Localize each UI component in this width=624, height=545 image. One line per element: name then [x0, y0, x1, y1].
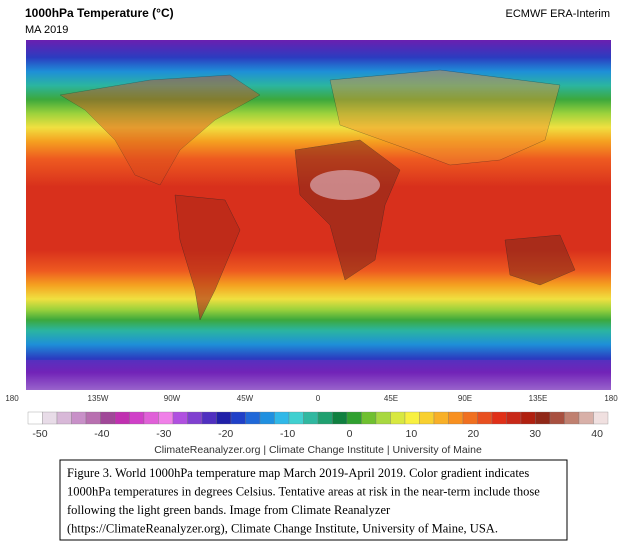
colorbar-swatch — [404, 411, 420, 425]
colorbar-swatch — [332, 411, 348, 425]
colorbar-swatch — [216, 411, 232, 425]
lon-label: 90W — [164, 394, 181, 403]
colorbar-swatch — [56, 411, 72, 425]
colorbar-swatch — [201, 411, 217, 425]
source: ECMWF ERA-Interim — [506, 8, 611, 20]
caption-line: (https://ClimateReanalyzer.org), Climate… — [67, 522, 498, 536]
colorbar-swatch — [42, 411, 58, 425]
map — [26, 40, 611, 390]
lon-label: 135E — [529, 394, 548, 403]
colorbar-swatch — [259, 411, 275, 425]
colorbar-swatch — [187, 411, 203, 425]
lon-label: 180 — [5, 394, 19, 403]
colorbar-tick-label: 20 — [467, 428, 479, 440]
caption-line: following the light green bands. Image f… — [67, 503, 391, 517]
colorbar-swatch — [85, 411, 101, 425]
colorbar-swatch — [27, 411, 43, 425]
colorbar-swatch — [462, 411, 478, 425]
colorbar-swatch — [71, 411, 87, 425]
caption-box — [59, 459, 568, 541]
colorbar-swatch — [593, 411, 609, 425]
colorbar-swatch — [317, 411, 333, 425]
colorbar-swatch — [230, 411, 246, 425]
lon-label: 135W — [88, 394, 109, 403]
colorbar-swatch — [419, 411, 435, 425]
colorbar-swatch — [158, 411, 174, 425]
colorbar-swatch — [549, 411, 565, 425]
lon-label: 45W — [237, 394, 254, 403]
lon-label: 90E — [458, 394, 472, 403]
colorbar-swatch — [578, 411, 594, 425]
colorbar-swatch — [114, 411, 130, 425]
colorbar-tick-label: 0 — [347, 428, 353, 440]
colorbar-swatch — [172, 411, 188, 425]
title: 1000hPa Temperature (°C) — [25, 6, 174, 20]
colorbar-swatch — [477, 411, 493, 425]
colorbar-swatch — [375, 411, 391, 425]
colorbar-swatch — [433, 411, 449, 425]
colorbar-tick-label: -50 — [32, 428, 47, 440]
lon-label: 0 — [316, 394, 321, 403]
colorbar-tick-label: -10 — [280, 428, 295, 440]
lon-label: 180 — [604, 394, 618, 403]
colorbar-tick-label: 40 — [591, 428, 603, 440]
colorbar-tick-label: 10 — [406, 428, 418, 440]
caption-line: Figure 3. World 1000hPa temperature map … — [67, 466, 529, 480]
colorbar-swatch — [274, 411, 290, 425]
colorbar-tick-label: -20 — [218, 428, 233, 440]
caption-line: 1000hPa temperatures in degrees Celsius.… — [67, 485, 540, 499]
colorbar-swatch — [288, 411, 304, 425]
colorbar-swatch — [491, 411, 507, 425]
colorbar-swatch — [100, 411, 116, 425]
colorbar-swatch — [143, 411, 159, 425]
colorbar-swatch — [245, 411, 261, 425]
colorbar-tick-label: 30 — [529, 428, 541, 440]
colorbar-swatch — [361, 411, 377, 425]
colorbar-tick-label: -40 — [94, 428, 109, 440]
colorbar-swatch — [390, 411, 406, 425]
colorbar-swatch — [520, 411, 536, 425]
colorbar-swatch — [129, 411, 145, 425]
colorbar-swatch — [564, 411, 580, 425]
credit: ClimateReanalyzer.org | Climate Change I… — [154, 444, 482, 456]
lon-label: 45E — [384, 394, 398, 403]
colorbar-swatch — [303, 411, 319, 425]
subtitle: MA 2019 — [25, 24, 68, 36]
colorbar-tick-label: -30 — [156, 428, 171, 440]
colorbar-swatch — [506, 411, 522, 425]
colorbar-swatch — [448, 411, 464, 425]
colorbar-swatch — [535, 411, 551, 425]
colorbar-swatch — [346, 411, 362, 425]
